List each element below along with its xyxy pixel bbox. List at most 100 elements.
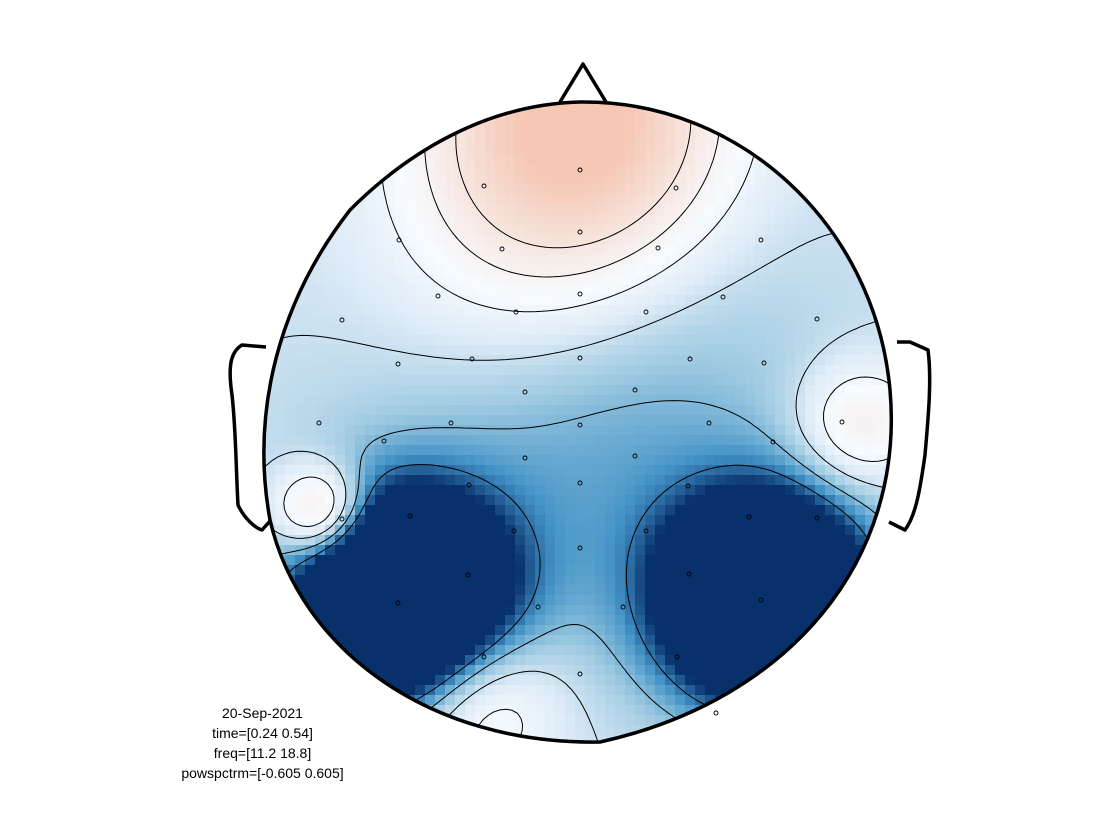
map-cell [485,565,496,576]
map-cell [655,465,666,476]
map-cell [605,425,616,436]
map-cell [675,585,686,596]
map-cell [595,335,606,346]
map-cell [525,555,536,566]
map-cell [585,565,596,576]
map-cell [875,415,886,426]
map-cell [665,695,676,706]
map-cell [625,425,636,436]
map-cell [285,135,296,146]
map-cell [735,275,746,286]
map-cell [735,745,746,756]
map-cell [263,145,266,156]
map-cell [725,255,736,266]
map-cell [285,455,296,466]
map-cell [815,555,826,566]
map-cell [335,265,346,276]
map-cell [345,485,356,496]
map-cell [455,245,466,256]
map-cell [745,225,756,236]
map-cell [555,485,566,496]
map-cell [465,295,476,306]
map-cell [315,265,326,276]
map-cell [445,355,456,366]
map-cell [555,585,566,596]
map-cell [435,565,446,576]
map-cell [795,135,806,146]
map-cell [285,665,296,676]
map-cell [465,385,476,396]
map-cell [585,235,596,246]
map-cell [895,125,906,136]
map-cell [855,255,866,266]
map-cell [495,165,506,176]
map-cell [735,595,746,606]
map-cell [265,125,276,136]
map-cell [545,445,556,456]
map-cell [595,385,606,396]
map-cell [365,325,376,336]
map-cell [555,635,566,646]
map-cell [825,555,836,566]
map-cell [755,445,766,456]
map-cell [685,255,696,266]
map-cell [265,445,276,456]
map-cell [295,675,306,686]
map-cell [425,645,436,656]
map-cell [445,235,456,246]
map-cell [675,375,686,386]
map-cell [545,125,556,136]
map-cell [585,475,596,486]
map-cell [525,455,536,466]
map-cell [875,465,886,476]
map-cell [845,735,856,743]
map-cell [675,405,686,416]
map-cell [565,595,576,606]
map-cell [515,245,526,256]
map-cell [605,235,616,246]
map-cell [335,505,346,516]
map-cell [415,435,426,446]
map-cell [595,285,606,296]
map-cell [645,165,656,176]
map-cell [655,575,666,586]
map-cell [475,565,486,576]
map-cell [875,565,886,576]
map-cell [555,625,566,636]
map-cell [625,175,636,186]
map-cell [695,745,706,756]
map-cell [325,345,336,356]
map-cell [335,101,346,106]
map-cell [805,375,816,386]
map-cell [265,645,276,656]
map-cell [725,235,736,246]
map-cell [425,455,436,466]
map-cell [605,375,616,386]
map-cell [585,375,596,386]
map-cell [425,265,436,276]
map-cell [555,465,566,476]
map-cell [235,665,246,676]
map-cell [635,165,646,176]
map-cell [225,455,236,466]
map-cell [865,635,876,646]
map-cell [655,475,666,486]
map-cell [595,575,606,586]
map-cell [825,345,836,356]
map-cell [715,225,726,236]
map-cell [495,405,506,416]
map-cell [625,365,636,376]
map-cell [335,625,346,636]
map-cell [345,215,356,226]
map-cell [715,635,726,646]
map-cell [275,465,286,476]
map-cell [555,295,566,306]
map-cell [855,165,866,176]
map-cell [705,645,716,656]
map-cell [515,405,526,416]
map-cell [885,665,892,676]
map-cell [655,735,666,743]
map-cell [345,505,356,516]
map-cell [365,635,376,646]
map-cell [295,335,306,346]
